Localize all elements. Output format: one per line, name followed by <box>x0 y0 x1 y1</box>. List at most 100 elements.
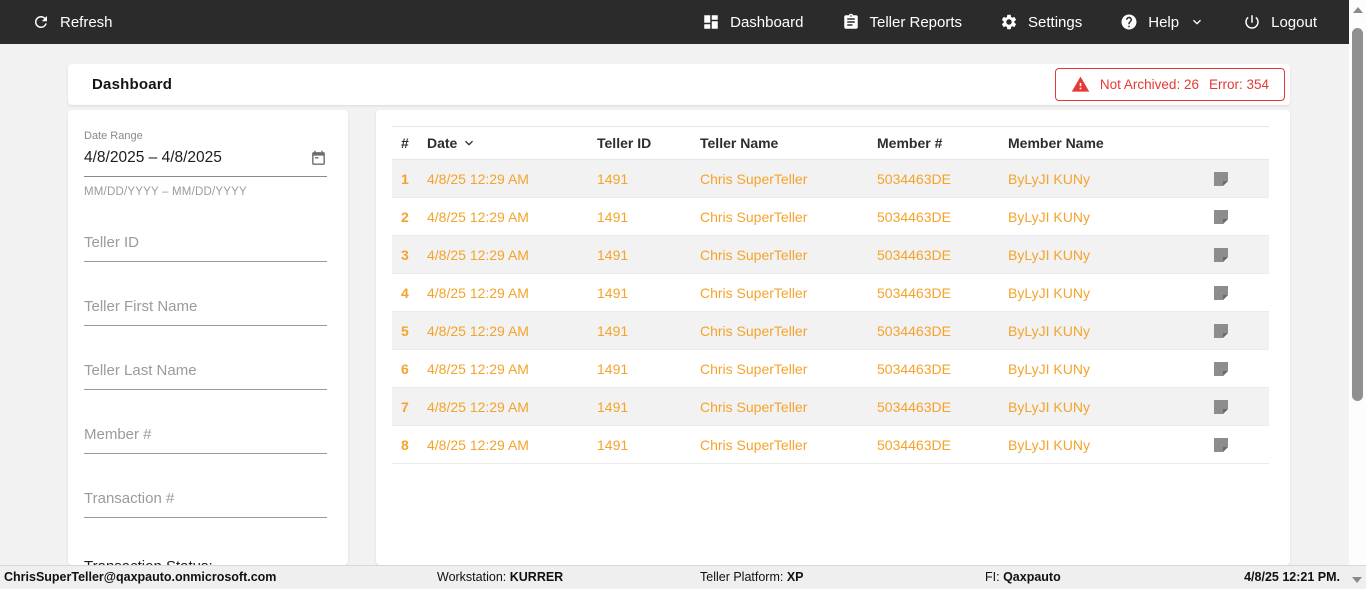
row-date: 4/8/25 12:29 AM <box>427 284 529 301</box>
row-teller-name: Chris SuperTeller <box>700 208 808 225</box>
refresh-button[interactable]: Refresh <box>32 13 113 31</box>
row-teller-id: 1491 <box>597 436 629 453</box>
nav-teller-reports-label: Teller Reports <box>869 13 963 31</box>
status-bar: ChrisSuperTeller@qaxpauto.onmicrosoft.co… <box>0 565 1366 589</box>
fi-value: Qaxpauto <box>1003 570 1061 584</box>
nav-logout-label: Logout <box>1271 13 1317 31</box>
scrollbar-down-arrow[interactable] <box>1352 577 1362 583</box>
nav-settings-label: Settings <box>1028 13 1083 31</box>
table-row[interactable]: 4 4/8/25 12:29 AM 1491 Chris SuperTeller… <box>392 274 1269 312</box>
calendar-icon[interactable] <box>310 150 327 167</box>
row-member-name: ByLyJI KUNy <box>1008 360 1090 377</box>
row-member-name: ByLyJI KUNy <box>1008 322 1090 339</box>
dashboard-grid-icon <box>702 13 720 31</box>
row-member-num: 5034463DE <box>877 322 951 339</box>
teller-last-name-field[interactable] <box>84 362 327 390</box>
row-number: 7 <box>401 398 409 415</box>
fi-status: FI: Qaxpauto <box>985 566 1061 589</box>
chevron-down-icon <box>1189 14 1205 30</box>
nav-help[interactable]: Help <box>1120 13 1205 31</box>
nav-teller-reports[interactable]: Teller Reports <box>842 13 963 31</box>
teller-platform-status: Teller Platform: XP <box>700 566 804 589</box>
row-teller-id: 1491 <box>597 284 629 301</box>
nav-settings[interactable]: Settings <box>1000 13 1082 31</box>
table-row[interactable]: 3 4/8/25 12:29 AM 1491 Chris SuperTeller… <box>392 236 1269 274</box>
date-range-label: Date Range <box>84 130 143 142</box>
table-row[interactable]: 6 4/8/25 12:29 AM 1491 Chris SuperTeller… <box>392 350 1269 388</box>
clipboard-icon <box>842 13 860 31</box>
table-header-row: # Date Teller ID Teller Name Member # Me… <box>392 126 1269 160</box>
row-teller-id: 1491 <box>597 322 629 339</box>
row-number: 2 <box>401 208 409 225</box>
table-row[interactable]: 1 4/8/25 12:29 AM 1491 Chris SuperTeller… <box>392 160 1269 198</box>
row-date: 4/8/25 12:29 AM <box>427 398 529 415</box>
error-count: Error: 354 <box>1208 77 1269 92</box>
row-member-name: ByLyJI KUNy <box>1008 208 1090 225</box>
scrollbar-up-arrow[interactable] <box>1353 7 1363 13</box>
row-teller-id: 1491 <box>597 246 629 263</box>
note-icon[interactable] <box>1206 361 1269 376</box>
table-row[interactable]: 7 4/8/25 12:29 AM 1491 Chris SuperTeller… <box>392 388 1269 426</box>
scrollbar-thumb[interactable] <box>1352 28 1363 401</box>
page-header: Dashboard Not Archived: 26 Error: 354 <box>68 64 1290 105</box>
row-date: 4/8/25 12:29 AM <box>427 436 529 453</box>
logged-in-user: ChrisSuperTeller@qaxpauto.onmicrosoft.co… <box>4 570 277 584</box>
gear-icon <box>1000 13 1018 31</box>
nav-help-label: Help <box>1148 13 1180 31</box>
row-member-num: 5034463DE <box>877 246 951 263</box>
row-date: 4/8/25 12:29 AM <box>427 170 529 187</box>
row-member-num: 5034463DE <box>877 284 951 301</box>
date-range-hint: MM/DD/YYYY – MM/DD/YYYY <box>84 186 247 198</box>
row-teller-id: 1491 <box>597 170 629 187</box>
row-member-num: 5034463DE <box>877 398 951 415</box>
power-icon <box>1243 13 1261 31</box>
date-range-input[interactable]: 4/8/2025 – 4/8/2025 <box>84 149 327 177</box>
row-member-name: ByLyJI KUNy <box>1008 246 1090 263</box>
status-datetime: 4/8/25 12:21 PM. <box>1244 570 1340 584</box>
not-archived-count: Not Archived: 26 <box>1099 77 1199 92</box>
archive-error-alert-badge[interactable]: Not Archived: 26 Error: 354 <box>1054 68 1285 101</box>
table-row[interactable]: 5 4/8/25 12:29 AM 1491 Chris SuperTeller… <box>392 312 1269 350</box>
note-icon[interactable] <box>1206 399 1269 414</box>
row-teller-name: Chris SuperTeller <box>700 322 808 339</box>
nav-dashboard[interactable]: Dashboard <box>702 13 804 31</box>
nav-logout[interactable]: Logout <box>1243 13 1317 31</box>
note-icon[interactable] <box>1206 323 1269 338</box>
row-teller-name: Chris SuperTeller <box>700 170 808 187</box>
note-icon[interactable] <box>1206 171 1269 186</box>
transaction-number-field[interactable] <box>84 490 327 518</box>
row-number: 6 <box>401 360 409 377</box>
transaction-status-label: Transaction Status: <box>84 558 327 565</box>
workstation-label: Workstation: <box>437 570 507 584</box>
sort-descending-icon <box>461 135 477 151</box>
row-member-num: 5034463DE <box>877 360 951 377</box>
note-icon[interactable] <box>1206 247 1269 262</box>
row-teller-name: Chris SuperTeller <box>700 246 808 263</box>
table-row[interactable]: 8 4/8/25 12:29 AM 1491 Chris SuperTeller… <box>392 426 1269 464</box>
column-header-date-label: Date <box>427 135 458 151</box>
note-icon[interactable] <box>1206 285 1269 300</box>
column-header-member-name: Member Name <box>1008 135 1104 151</box>
table-row[interactable]: 2 4/8/25 12:29 AM 1491 Chris SuperTeller… <box>392 198 1269 236</box>
column-header-date[interactable]: Date <box>427 135 597 151</box>
row-number: 1 <box>401 170 409 187</box>
column-header-teller-name: Teller Name <box>700 135 779 151</box>
row-number: 4 <box>401 284 409 301</box>
refresh-label: Refresh <box>60 13 113 31</box>
row-date: 4/8/25 12:29 AM <box>427 360 529 377</box>
row-teller-id: 1491 <box>597 398 629 415</box>
workstation-status: Workstation: KURRER <box>437 566 563 589</box>
refresh-icon <box>32 13 50 31</box>
help-icon <box>1120 13 1138 31</box>
teller-id-field[interactable] <box>84 234 327 262</box>
row-member-num: 5034463DE <box>877 208 951 225</box>
date-range-value: 4/8/2025 – 4/8/2025 <box>84 149 222 166</box>
member-number-field[interactable] <box>84 426 327 454</box>
note-icon[interactable] <box>1206 209 1269 224</box>
teller-first-name-field[interactable] <box>84 298 327 326</box>
note-icon[interactable] <box>1206 437 1269 452</box>
page-scrollbar[interactable] <box>1349 0 1366 565</box>
row-member-name: ByLyJI KUNy <box>1008 436 1090 453</box>
column-header-num: # <box>401 135 409 151</box>
warning-triangle-icon <box>1071 75 1090 94</box>
